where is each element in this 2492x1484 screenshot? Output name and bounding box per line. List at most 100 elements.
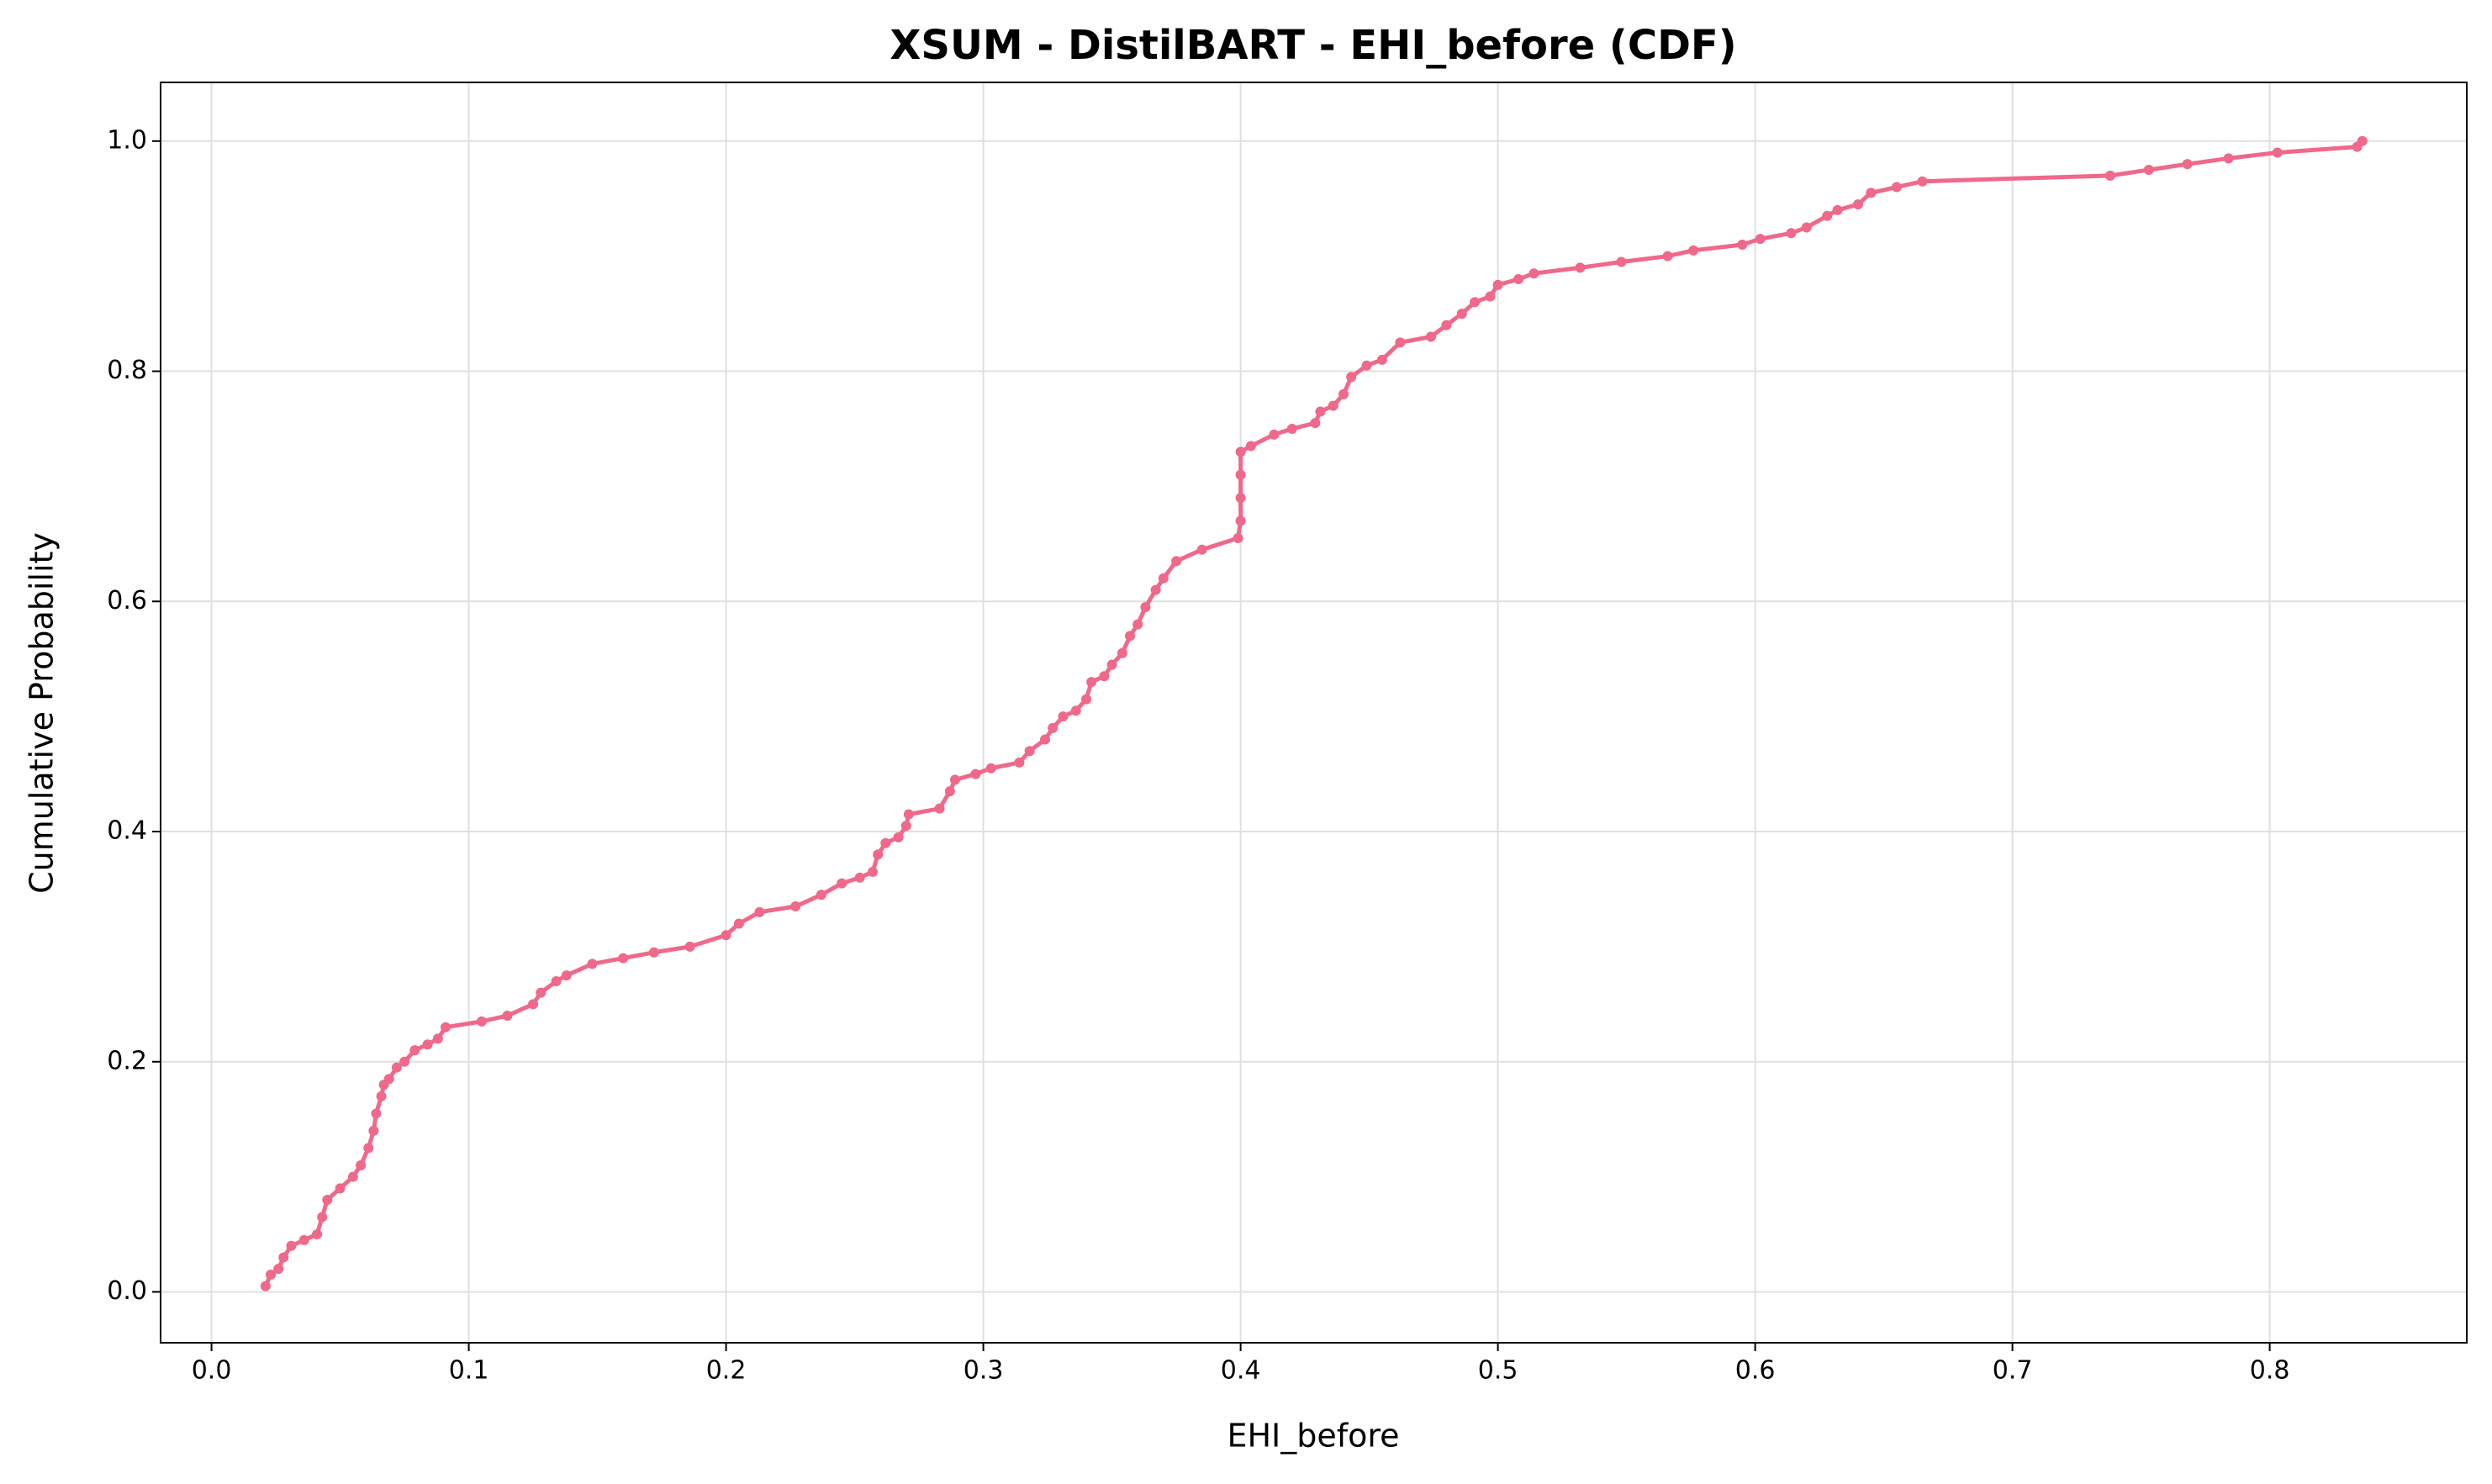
cdf-line: [263, 140, 2364, 1287]
data-point: [1376, 354, 1387, 365]
data-point: [1866, 187, 1877, 198]
data-point: [1852, 199, 1863, 210]
data-point: [476, 1016, 487, 1027]
data-point: [502, 1011, 513, 1022]
data-point: [376, 1091, 387, 1101]
y-tick-label: 0.8: [107, 356, 147, 385]
data-point: [1441, 320, 1452, 330]
data-point: [816, 890, 826, 900]
y-tick-label: 1.0: [107, 125, 147, 155]
data-point: [399, 1056, 410, 1067]
data-point: [422, 1039, 433, 1050]
data-point: [1688, 245, 1699, 256]
data-point: [1426, 331, 1437, 342]
data-point: [551, 975, 562, 986]
data-point: [1310, 418, 1321, 429]
data-point: [1235, 469, 1246, 480]
data-point: [893, 832, 904, 842]
data-point: [1822, 210, 1833, 221]
x-tick-label: 0.8: [2250, 1356, 2290, 1386]
data-point: [648, 947, 659, 958]
data-point: [854, 872, 865, 883]
data-point: [1196, 544, 1207, 555]
data-point: [441, 1022, 451, 1032]
data-point: [1361, 360, 1372, 371]
y-tick-label: 0.0: [107, 1276, 147, 1306]
x-tick-label: 0.6: [1735, 1356, 1776, 1386]
data-point: [733, 918, 744, 929]
data-point: [790, 900, 801, 911]
data-point: [561, 970, 572, 981]
data-point: [312, 1229, 323, 1240]
data-point: [1832, 204, 1843, 215]
x-tick-label: 0.3: [964, 1356, 1004, 1386]
data-point: [1269, 429, 1280, 440]
y-tick-label: 0.6: [107, 586, 147, 615]
data-point: [2182, 159, 2193, 170]
data-point: [2104, 170, 2115, 181]
x-tick-label: 0.1: [449, 1356, 489, 1386]
data-point: [1125, 631, 1136, 642]
data-point: [1346, 372, 1357, 383]
data-point: [1315, 406, 1326, 417]
data-point: [1132, 619, 1143, 630]
data-point: [721, 930, 731, 941]
data-point: [1662, 251, 1673, 261]
data-point: [265, 1269, 276, 1280]
data-point: [286, 1240, 297, 1251]
x-tick-label: 0.5: [1478, 1356, 1518, 1386]
data-point: [432, 1033, 443, 1044]
data-point: [1070, 705, 1081, 716]
data-point: [2357, 135, 2368, 146]
data-point: [1024, 746, 1035, 757]
data-point: [1058, 711, 1069, 722]
data-point: [1106, 659, 1117, 670]
data-point: [1328, 400, 1338, 411]
data-point: [1737, 239, 1748, 250]
data-point: [391, 1062, 402, 1073]
data-point: [1786, 228, 1797, 239]
data-point: [1917, 176, 1928, 187]
data-point: [985, 763, 996, 774]
x-tick-label: 0.2: [706, 1356, 747, 1386]
data-point: [1117, 647, 1127, 658]
data-point: [368, 1125, 379, 1136]
data-point: [873, 849, 884, 860]
y-axis-label: Cumulative Probability: [24, 532, 61, 894]
x-axis-label: EHI_before: [1227, 1418, 1399, 1455]
data-point: [900, 821, 911, 832]
data-point: [371, 1108, 382, 1119]
data-point: [2223, 153, 2234, 164]
data-point: [1755, 234, 1766, 245]
data-point: [356, 1159, 367, 1170]
y-tick-label: 0.2: [107, 1046, 147, 1075]
data-point: [944, 786, 955, 797]
data-point: [1080, 694, 1091, 705]
x-tick-label: 0.7: [1993, 1356, 2033, 1386]
data-point: [335, 1183, 346, 1194]
data-point: [298, 1234, 309, 1245]
data-point: [1575, 262, 1586, 273]
data-point: [1099, 671, 1110, 682]
data-point: [1235, 515, 1246, 526]
plot-frame: [160, 82, 2468, 1344]
data-point: [903, 809, 914, 820]
data-point: [618, 953, 629, 964]
data-point: [1014, 757, 1025, 768]
data-point: [837, 878, 847, 889]
data-point: [273, 1264, 284, 1275]
data-point: [260, 1281, 271, 1291]
data-point: [970, 768, 981, 779]
data-point: [536, 987, 546, 998]
data-point: [1235, 446, 1246, 457]
data-point: [317, 1212, 328, 1223]
data-point: [1150, 584, 1161, 595]
data-point: [1040, 734, 1051, 745]
data-point: [1395, 337, 1406, 348]
data-point: [587, 959, 598, 969]
data-point: [949, 774, 960, 785]
data-point: [363, 1143, 374, 1154]
x-tick-label: 0.4: [1221, 1356, 1261, 1386]
data-point: [1492, 279, 1503, 290]
